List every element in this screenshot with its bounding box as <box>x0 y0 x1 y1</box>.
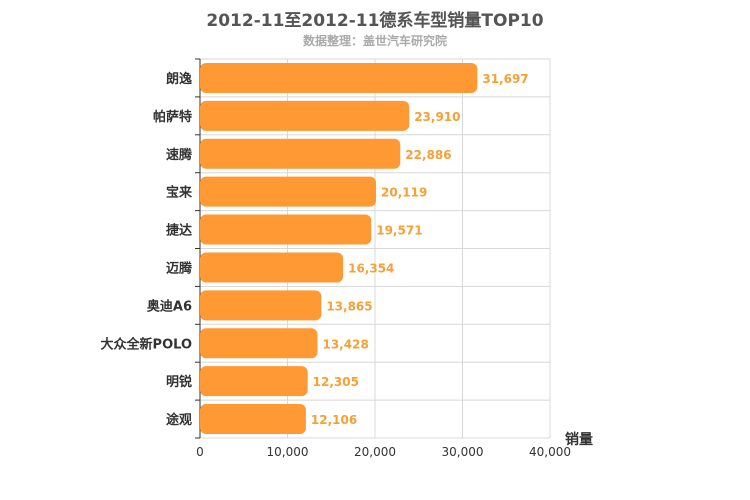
category-label: 大众全新POLO <box>101 336 192 352</box>
data-label: 13,865 <box>326 299 372 313</box>
bar <box>200 328 318 359</box>
category-label: 途观 <box>166 412 192 428</box>
category-label: 宝来 <box>166 185 193 201</box>
bar <box>200 366 308 397</box>
bar <box>200 138 401 169</box>
data-label: 12,106 <box>311 413 357 427</box>
x-tick-label: 40,000 <box>529 445 571 459</box>
bar <box>200 62 478 93</box>
category-label: 朗逸 <box>166 71 192 87</box>
category-label: 帕萨特 <box>153 109 192 125</box>
bar <box>200 252 344 283</box>
x-tick-label: 30,000 <box>442 445 484 459</box>
bar <box>200 214 372 245</box>
x-tick-label: 20,000 <box>354 445 396 459</box>
bar <box>200 176 377 207</box>
category-label: 明锐 <box>166 374 192 390</box>
category-label: 速腾 <box>166 147 193 163</box>
category-label: 捷达 <box>166 223 192 239</box>
data-label: 23,910 <box>414 110 460 124</box>
data-label: 31,697 <box>482 72 528 86</box>
data-label: 16,354 <box>348 261 394 275</box>
data-label: 22,886 <box>405 148 451 162</box>
data-label: 12,305 <box>313 375 359 389</box>
x-tick-label: 10,000 <box>267 445 309 459</box>
bar <box>200 290 322 321</box>
bar <box>200 100 410 131</box>
data-label: 19,571 <box>376 224 422 238</box>
category-label: 奥迪A6 <box>147 298 192 314</box>
data-label: 20,119 <box>381 186 427 200</box>
chart-subtitle: 数据整理：盖世汽车研究院 <box>302 34 447 48</box>
bar <box>200 404 306 435</box>
chart-title: 2012-11至2012-11德系车型销量TOP10 <box>206 11 544 31</box>
category-label: 迈腾 <box>166 260 193 276</box>
data-label: 13,428 <box>322 337 368 351</box>
x-axis-title: 销量 <box>565 431 593 448</box>
x-tick-label: 0 <box>196 445 204 459</box>
